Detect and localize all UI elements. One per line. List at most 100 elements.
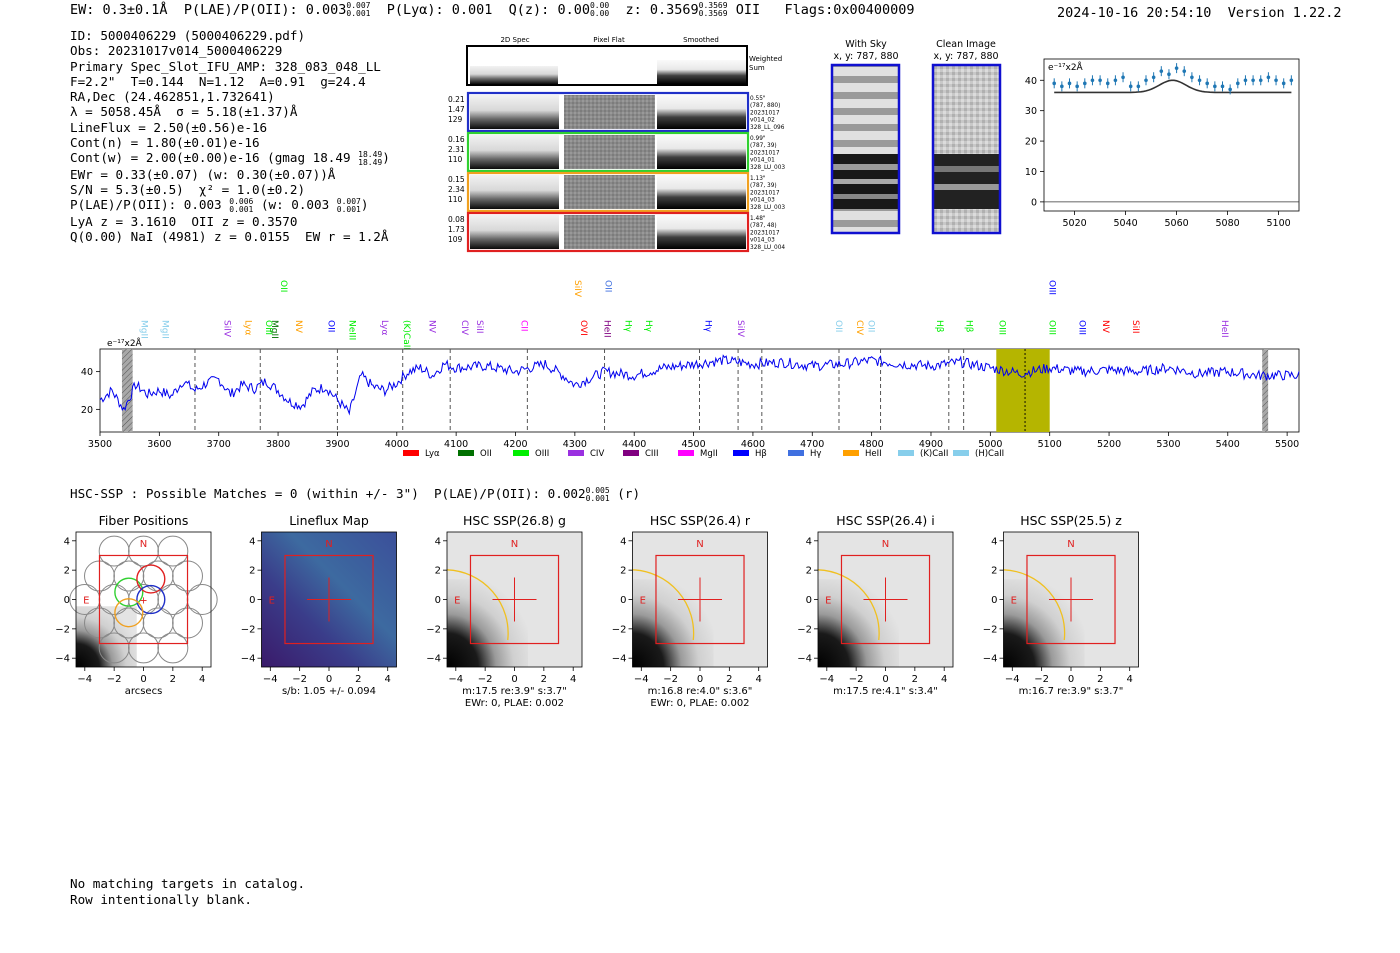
- legend-label: CIV: [590, 449, 604, 459]
- zoom-data-point: [1182, 69, 1187, 73]
- z-line-name: OII: [735, 2, 761, 18]
- zoom-data-point: [1159, 69, 1164, 73]
- panel-title: HSC SSP(26.4) i: [836, 513, 934, 528]
- zoom-xtick-label: 5080: [1216, 218, 1240, 229]
- spec2d-row-stat: 0.08: [448, 215, 465, 224]
- east-label: E: [825, 596, 831, 607]
- zoom-data-point: [1151, 75, 1156, 80]
- spectrum-xtick-label: 5000: [978, 439, 1002, 450]
- line-id-label: Lyα: [242, 320, 252, 336]
- panel-ytick-label: 2: [435, 566, 441, 577]
- hsc-summary-text: HSC-SSP : Possible Matches = 0 (within +…: [70, 486, 586, 501]
- selected-fiber: [114, 577, 144, 607]
- fiber-circle: [98, 535, 130, 567]
- panel-xtick-label: −4: [1005, 674, 1020, 685]
- spec2d-row-stat: 129: [448, 115, 463, 124]
- panel-xtick-label: 2: [1097, 674, 1103, 685]
- spec2d-row-meta: 0.99": [750, 136, 766, 142]
- line-id-label: OII: [326, 320, 336, 332]
- catalog-footer: No matching targets in catalog. Row inten…: [70, 876, 305, 907]
- panel-ytick-label: 2: [249, 566, 255, 577]
- info-plae-lo: 0.001: [229, 204, 254, 214]
- zoom-data-point: [1197, 78, 1202, 83]
- panel-ytick-label: 2: [64, 566, 70, 577]
- plya-summary: P(Lyα): 0.001: [386, 2, 493, 18]
- panel-xtick-label: −2: [849, 674, 864, 685]
- pixelflat-cell: [564, 215, 655, 249]
- zoom-data-point: [1281, 81, 1286, 86]
- line-id-label: OII: [278, 280, 288, 292]
- info-q-nai: Q(0.00) NaI (4981) z = 0.0155 EW r = 1.2…: [70, 229, 389, 245]
- zoom-ytick-label: 0: [1031, 197, 1037, 208]
- zoom-data-point: [1128, 84, 1133, 89]
- cutout-panel: With Sky x, y: 787, 880 Clean Image x, y…: [830, 39, 1002, 235]
- panel-xtick-label: 4: [570, 674, 576, 685]
- info-plae: P(LAE)/P(OII): 0.003 0.006 0.001 (w: 0.00…: [70, 196, 369, 214]
- plae-hi: 0.007: [346, 1, 371, 10]
- line-id-label: SiIV: [735, 320, 745, 338]
- panel-ytick-label: −4: [241, 654, 256, 665]
- spec2d-row-stat: 110: [448, 155, 463, 164]
- z-hi: 0.3569: [698, 1, 728, 10]
- spec2d-row-meta: (787, 48): [750, 223, 777, 229]
- spectrum-xtick-label: 5100: [1038, 439, 1062, 450]
- line-id-label: MgII: [269, 320, 279, 339]
- spec2d-row-meta: 328_LU_004: [750, 245, 785, 251]
- panel-xtick-label: −2: [1034, 674, 1049, 685]
- qz-summary: Q(z): 0.00: [508, 2, 590, 18]
- spectrum-xtick-label: 3900: [325, 439, 349, 450]
- line-id-label: SiIV: [572, 280, 582, 298]
- clean-subtitle: x, y: 787, 880: [933, 51, 998, 62]
- info-obs: Obs: 20231017v014_5000406229: [70, 43, 283, 59]
- spectrum-xtick-label: 3800: [266, 439, 290, 450]
- panel-ytick-label: 0: [620, 595, 626, 606]
- north-label: N: [1067, 539, 1074, 550]
- line-id-label: MgII: [139, 320, 149, 339]
- spectrum-xtick-label: 5400: [1216, 439, 1240, 450]
- zoom-data-point: [1243, 78, 1248, 83]
- info-fparams: F=2.2" T=0.144 N=1.12 A=0.91 g=24.4: [70, 73, 366, 89]
- clean-image: [931, 63, 1002, 235]
- smoothed-cell: [657, 135, 746, 169]
- panel-xtick-label: 4: [941, 674, 947, 685]
- zoom-data-point: [1052, 81, 1056, 86]
- north-label: N: [511, 539, 518, 550]
- plae-w-lo: 0.001: [336, 204, 361, 214]
- summary-header: EW: 0.3±0.1Å P(LAE)/P(OII): 0.003 0.007 0.…: [70, 1, 915, 19]
- spectrum-xtick-label: 4400: [622, 439, 646, 450]
- fiber-circle: [98, 632, 130, 664]
- info-slot: Primary Spec_Slot_IFU_AMP: 328_083_048_L…: [70, 58, 381, 74]
- panel-xtick-label: 4: [1127, 674, 1133, 685]
- panel-caption: m:16.7 re:3.9" s:3.7": [1019, 686, 1124, 697]
- aperture-ellipse: [817, 569, 880, 641]
- east-label: E: [83, 596, 89, 607]
- east-label: E: [640, 596, 646, 607]
- contw-text: Cont(w) = 2.00(±0.00)e-16 (gmag 18.49: [70, 150, 351, 166]
- panel-ytick-label: −4: [612, 654, 627, 665]
- zoom-data-point: [1205, 81, 1209, 86]
- info-id: ID: 5000406229 (5000406229.pdf): [70, 28, 306, 43]
- panel-ytick-label: −4: [797, 654, 812, 665]
- zoom-data-point: [1083, 81, 1087, 86]
- spectrum-xtick-label: 3600: [147, 439, 171, 450]
- info-lineflux: LineFlux = 2.50(±0.56)e-16: [70, 119, 268, 135]
- line-id-label: CIV: [854, 320, 864, 336]
- panel-ytick-label: −2: [612, 624, 627, 635]
- smoothed-cell: [657, 175, 746, 209]
- plae-lo: 0.001: [346, 9, 371, 18]
- panel-xtick-label: 4: [756, 674, 762, 685]
- spec2d-row-meta: v014_03: [750, 198, 775, 204]
- panel-xtick-label: 2: [170, 674, 176, 685]
- fiber-circle: [128, 632, 159, 664]
- spec2d-panel: 2D Spec Pixel Flat Smoothed Weighted Sum…: [448, 36, 785, 253]
- spectrum-ylabel: e⁻¹⁷x2Å: [107, 337, 143, 349]
- zoom-xtick-label: 5060: [1165, 218, 1189, 229]
- legend-swatch: [843, 450, 859, 456]
- line-id-label: SiII: [474, 320, 484, 334]
- zoom-ytick-label: 40: [1025, 76, 1037, 87]
- pixelflat-cell: [564, 135, 655, 169]
- spec2d-row-meta: 20231017: [750, 230, 780, 236]
